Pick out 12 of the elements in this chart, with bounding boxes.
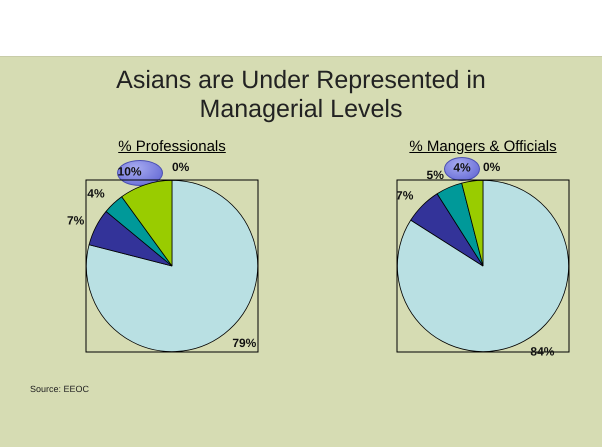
chart-title: % Professionals [117, 138, 227, 155]
data-label: 79% [232, 336, 257, 350]
data-label: 5% [426, 168, 444, 182]
text: 0% [483, 160, 500, 174]
data-label: 10% [118, 164, 142, 179]
data-label: 4% [87, 186, 105, 201]
data-label: 7% [66, 214, 85, 228]
source-note: Source: EEOC [30, 384, 90, 394]
text: 0% [172, 160, 190, 174]
text: Asians are Under Represented in Managerial Levels [115, 66, 487, 124]
chart-title: % Mangers & Officials [408, 138, 558, 155]
data-label: 4% [453, 160, 471, 175]
